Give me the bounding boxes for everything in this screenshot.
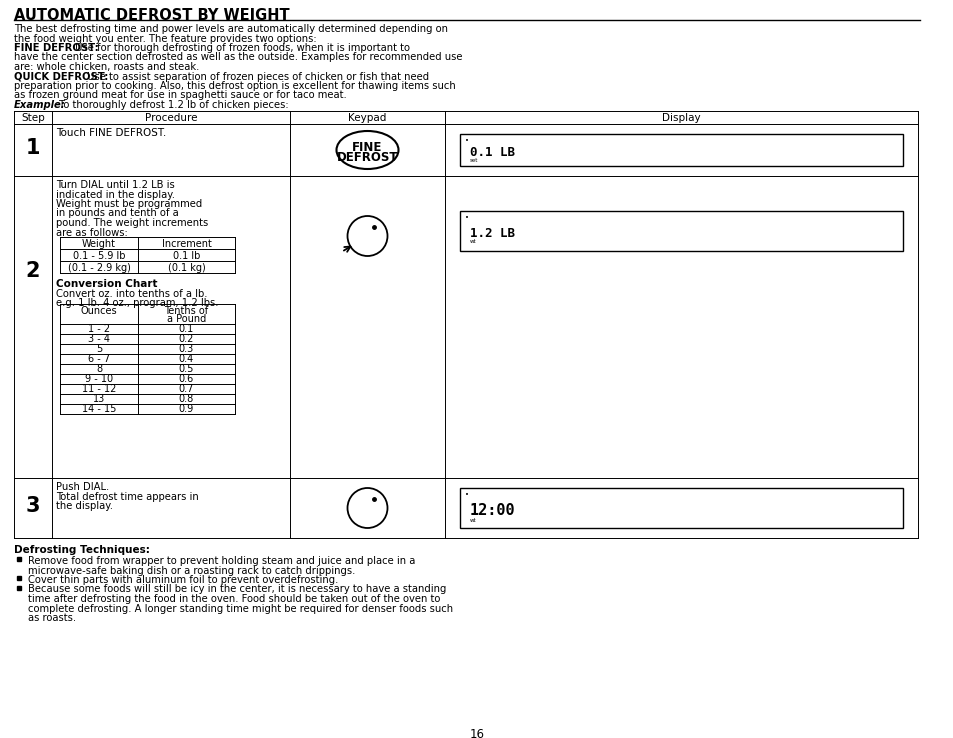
Text: AUTOMATIC DEFROST BY WEIGHT: AUTOMATIC DEFROST BY WEIGHT [14, 8, 290, 23]
Text: Weight must be programmed: Weight must be programmed [56, 199, 202, 209]
Text: complete defrosting. A longer standing time might be required for denser foods s: complete defrosting. A longer standing t… [28, 604, 453, 613]
Text: Display: Display [661, 113, 700, 123]
Text: as frozen ground meat for use in spaghetti sauce or for taco meat.: as frozen ground meat for use in spaghet… [14, 91, 346, 100]
Text: 0.1 - 5.9 lb: 0.1 - 5.9 lb [72, 251, 125, 261]
Text: as roasts.: as roasts. [28, 613, 76, 623]
Text: 9 - 10: 9 - 10 [85, 374, 113, 384]
Text: Procedure: Procedure [145, 113, 197, 123]
Text: The best defrosting time and power levels are automatically determined depending: The best defrosting time and power level… [14, 24, 448, 34]
Text: wt: wt [470, 239, 476, 244]
Text: 0.8: 0.8 [178, 395, 193, 404]
Text: Because some foods will still be icy in the center, it is necessary to have a st: Because some foods will still be icy in … [28, 584, 446, 595]
Text: 1: 1 [26, 138, 40, 158]
Text: Keypad: Keypad [348, 113, 386, 123]
Text: 14 - 15: 14 - 15 [82, 404, 116, 415]
Text: Ounces: Ounces [81, 306, 117, 317]
Text: 0.7: 0.7 [178, 384, 194, 395]
Text: 12:00: 12:00 [470, 503, 515, 518]
Text: time after defrosting the food in the oven. Food should be taken out of the oven: time after defrosting the food in the ov… [28, 594, 440, 604]
Text: •: • [464, 215, 469, 221]
Text: Conversion Chart: Conversion Chart [56, 279, 157, 289]
Text: 6 - 7: 6 - 7 [88, 354, 110, 365]
Text: QUICK DEFROST:: QUICK DEFROST: [14, 72, 109, 81]
Text: Weight: Weight [82, 239, 116, 249]
Text: indicated in the display.: indicated in the display. [56, 190, 174, 199]
Text: 13: 13 [92, 395, 105, 404]
Text: Use to assist separation of frozen pieces of chicken or fish that need: Use to assist separation of frozen piece… [84, 72, 429, 81]
Text: microwave-safe baking dish or a roasting rack to catch drippings.: microwave-safe baking dish or a roasting… [28, 565, 355, 576]
Text: e.g. 1 lb. 4 oz., program, 1.2 lbs.: e.g. 1 lb. 4 oz., program, 1.2 lbs. [56, 298, 218, 308]
FancyBboxPatch shape [459, 211, 902, 251]
Text: DEFROST: DEFROST [336, 151, 397, 164]
Text: 0.1 lb: 0.1 lb [172, 251, 200, 261]
Text: Step: Step [21, 113, 45, 123]
Text: FINE: FINE [352, 141, 382, 154]
Text: 11 - 12: 11 - 12 [82, 384, 116, 395]
Text: the food weight you enter. The feature provides two options:: the food weight you enter. The feature p… [14, 33, 316, 44]
Text: 0.1 LB: 0.1 LB [470, 146, 515, 159]
Text: have the center section defrosted as well as the outside. Examples for recommend: have the center section defrosted as wel… [14, 52, 462, 63]
FancyBboxPatch shape [459, 488, 902, 528]
Text: (0.1 - 2.9 kg): (0.1 - 2.9 kg) [68, 263, 131, 273]
Text: 0.2: 0.2 [178, 334, 194, 345]
Text: Total defrost time appears in: Total defrost time appears in [56, 492, 198, 502]
Text: 3: 3 [26, 496, 40, 516]
Text: Cover thin parts with aluminum foil to prevent overdefrosting.: Cover thin parts with aluminum foil to p… [28, 575, 338, 585]
Text: Turn DIAL until 1.2 LB is: Turn DIAL until 1.2 LB is [56, 180, 174, 190]
Text: preparation prior to cooking. Also, this defrost option is excellent for thawing: preparation prior to cooking. Also, this… [14, 81, 456, 91]
Text: •: • [464, 138, 469, 144]
Text: Convert oz. into tenths of a lb.: Convert oz. into tenths of a lb. [56, 289, 208, 299]
Text: pound. The weight increments: pound. The weight increments [56, 218, 208, 228]
Text: 2: 2 [26, 261, 40, 281]
Text: Remove food from wrapper to prevent holding steam and juice and place in a: Remove food from wrapper to prevent hold… [28, 556, 415, 566]
Text: 0.9: 0.9 [178, 404, 193, 415]
Text: Push DIAL.: Push DIAL. [56, 482, 110, 492]
Text: 16: 16 [469, 728, 484, 738]
Text: 0.1: 0.1 [178, 325, 193, 334]
Text: Use for thorough defrosting of frozen foods, when it is important to: Use for thorough defrosting of frozen fo… [71, 43, 410, 53]
Text: the display.: the display. [56, 501, 112, 511]
Text: 0.5: 0.5 [178, 365, 194, 374]
Text: Defrosting Techniques:: Defrosting Techniques: [14, 545, 150, 555]
Text: FINE DEFROST:: FINE DEFROST: [14, 43, 99, 53]
Text: set: set [470, 158, 477, 163]
Text: a Pound: a Pound [167, 314, 206, 325]
Text: (0.1 kg): (0.1 kg) [168, 263, 205, 273]
Text: are as follows:: are as follows: [56, 227, 128, 238]
Text: in pounds and tenth of a: in pounds and tenth of a [56, 209, 178, 218]
Text: 0.3: 0.3 [178, 345, 193, 354]
Text: Increment: Increment [161, 239, 212, 249]
FancyBboxPatch shape [459, 134, 902, 166]
Text: Example:: Example: [14, 100, 66, 110]
Text: 3 - 4: 3 - 4 [88, 334, 110, 345]
Text: 1 - 2: 1 - 2 [88, 325, 110, 334]
Text: 5: 5 [95, 345, 102, 354]
Text: 0.6: 0.6 [178, 374, 193, 384]
Text: Tenths of: Tenths of [164, 306, 209, 316]
Text: •: • [464, 492, 469, 498]
Text: are: whole chicken, roasts and steak.: are: whole chicken, roasts and steak. [14, 62, 199, 72]
Text: Touch FINE DEFROST.: Touch FINE DEFROST. [56, 128, 166, 138]
Text: To thoroughly defrost 1.2 lb of chicken pieces:: To thoroughly defrost 1.2 lb of chicken … [56, 100, 289, 110]
Text: 8: 8 [96, 365, 102, 374]
Text: 0.4: 0.4 [178, 354, 193, 365]
Text: 1.2 LB: 1.2 LB [470, 227, 515, 240]
Text: wt: wt [470, 518, 476, 523]
